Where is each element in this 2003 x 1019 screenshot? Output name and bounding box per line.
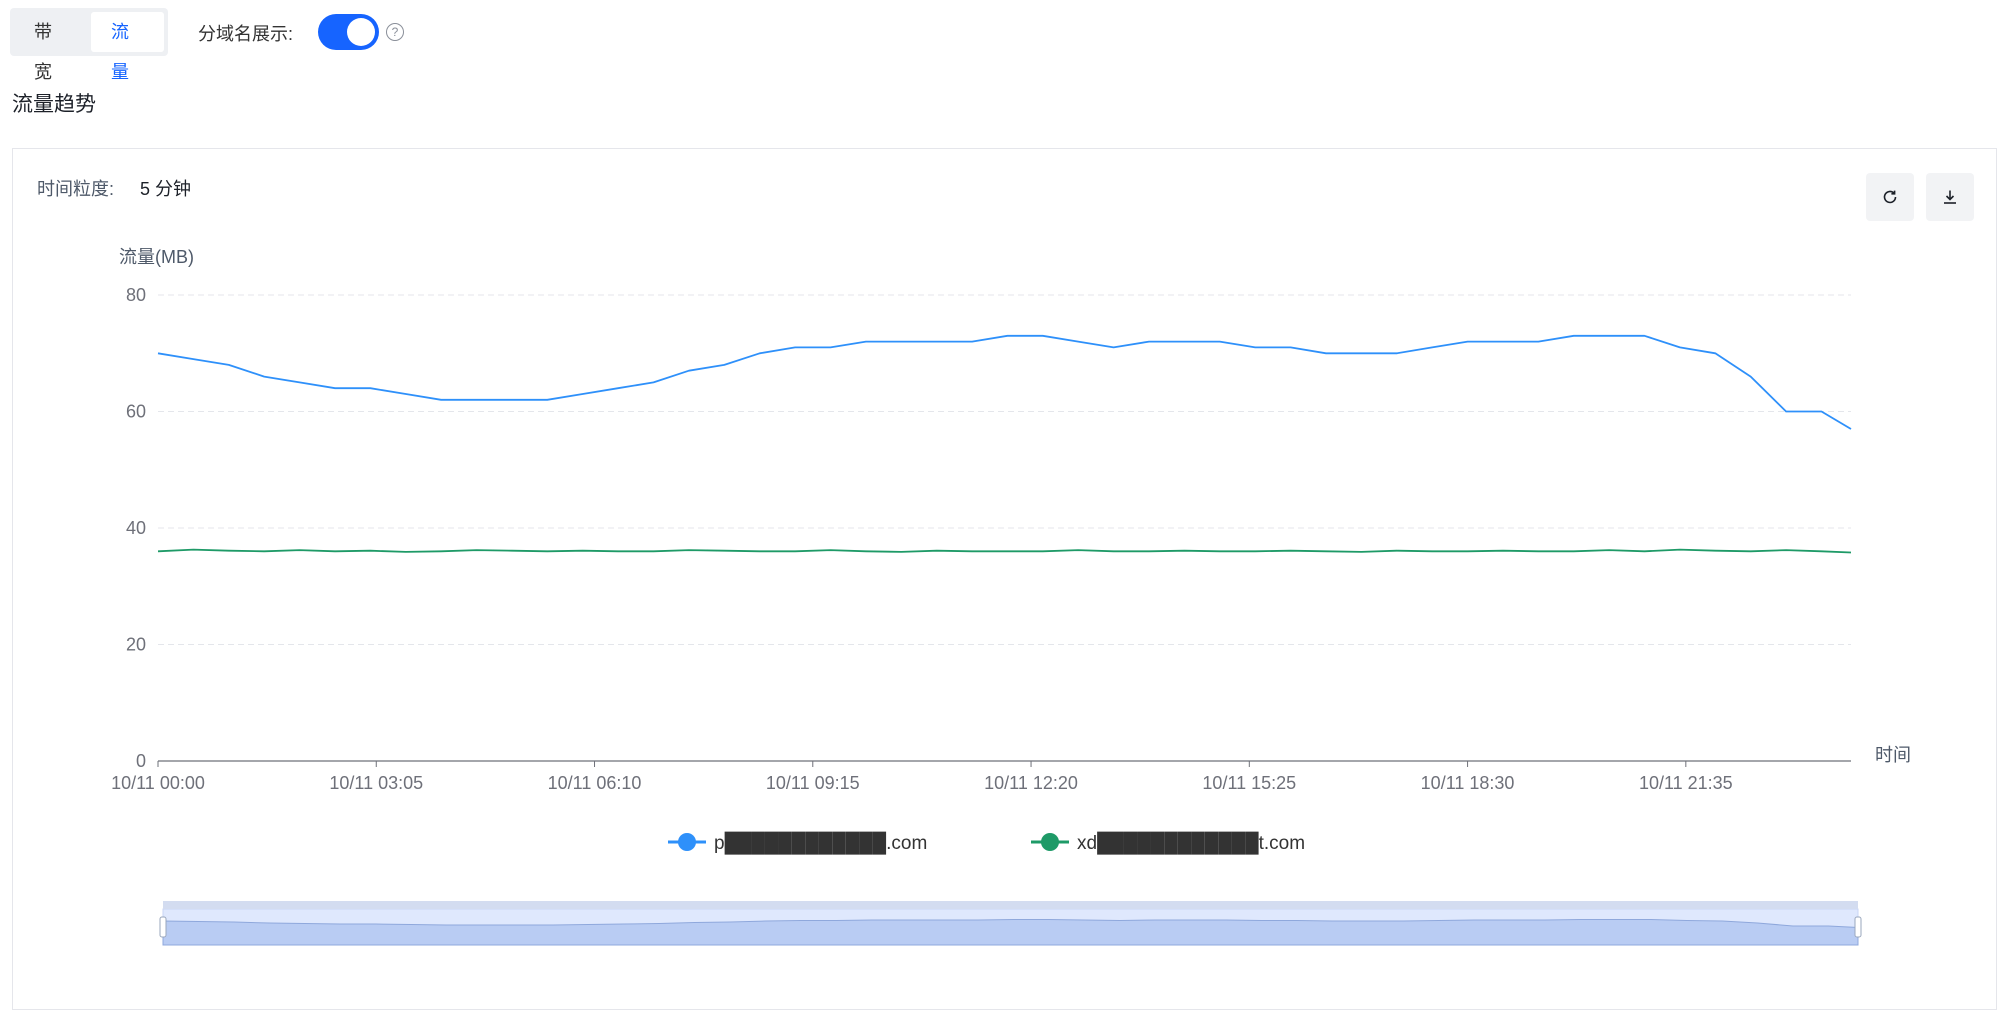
domain-switch-label: 分域名展示:: [198, 24, 294, 44]
granularity-value: 5 分钟: [140, 179, 192, 199]
refresh-button[interactable]: [1866, 173, 1914, 221]
y-tick-label: 60: [126, 402, 146, 422]
x-tick-label: 10/11 21:35: [1639, 773, 1733, 793]
zoom-preview: [162, 919, 1859, 946]
traffic-line-chart: 流量(MB) 时间 0 20 40 60 80 10/11 00:00 10/11 03:…: [111, 247, 1911, 946]
y-tick-label: 20: [126, 635, 146, 655]
refresh-icon: [1883, 190, 1897, 204]
tab-traffic[interactable]: 流量: [91, 12, 164, 82]
y-tick-label: 80: [126, 285, 146, 305]
legend-label: xd████████████t.com: [1077, 831, 1305, 855]
toggle-knob: [347, 18, 375, 46]
zoom-slider[interactable]: [159, 901, 1862, 946]
x-axis-label: 时间: [1875, 745, 1911, 765]
legend-label: p████████████.com: [714, 831, 927, 855]
traffic-chart-panel: 时间粒度: 5 分钟 流量(MB) 时间 0 20 40 60 80 10/11 00:…: [12, 148, 1997, 1010]
granularity-label: 时间粒度:: [37, 179, 115, 199]
x-tick-label: 10/11 00:00: [111, 773, 205, 793]
zoom-move-bar[interactable]: [163, 901, 1858, 909]
tab-bandwidth[interactable]: 带宽: [34, 22, 52, 82]
x-tick-label: 10/11 15:25: [1202, 773, 1296, 793]
y-tick-label: 0: [136, 751, 146, 771]
download-icon: [1944, 190, 1956, 204]
legend-marker: [1041, 833, 1059, 851]
series-line-2: [157, 548, 1852, 554]
legend-item-2[interactable]: xd████████████t.com: [1031, 831, 1305, 855]
x-tick-label: 10/11 06:10: [548, 773, 642, 793]
y-tick-label: 40: [126, 518, 146, 538]
legend-item-1[interactable]: p████████████.com: [668, 831, 927, 855]
zoom-handle-right[interactable]: [1854, 916, 1862, 938]
x-tick-label: 10/11 09:15: [766, 773, 860, 793]
x-tick-label: 10/11 18:30: [1421, 773, 1515, 793]
x-tick-label: 10/11 03:05: [329, 773, 423, 793]
section-title: 流量趋势: [12, 93, 96, 116]
zoom-handle-left[interactable]: [159, 916, 167, 938]
help-icon[interactable]: ?: [386, 23, 404, 41]
x-tick-label: 10/11 12:20: [984, 773, 1078, 793]
metric-tabs: 带宽 流量: [10, 8, 168, 82]
download-button[interactable]: [1926, 173, 1974, 221]
legend-marker: [678, 833, 696, 851]
series-line-1: [157, 334, 1852, 430]
y-axis-label: 流量(MB): [119, 247, 194, 267]
domain-display-toggle[interactable]: 是: [318, 14, 379, 50]
